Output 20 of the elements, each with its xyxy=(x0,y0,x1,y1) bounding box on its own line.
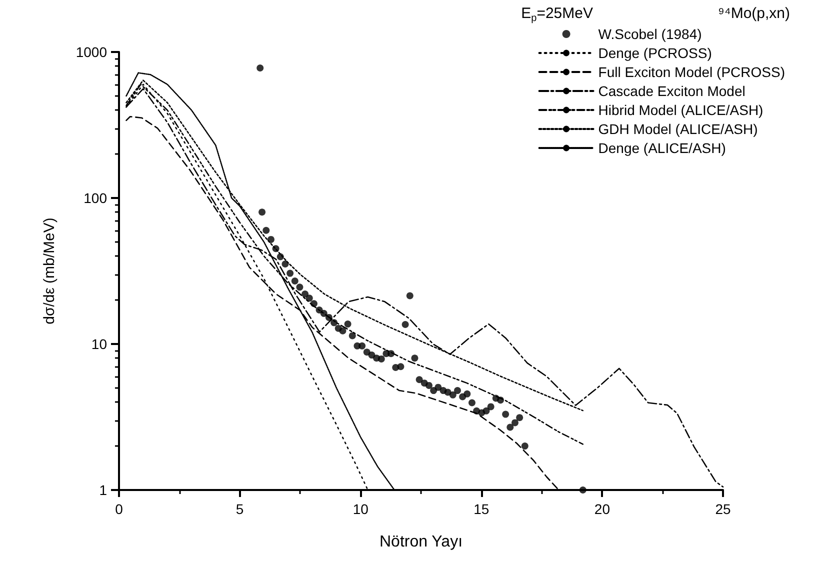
legend-label: Hibrid Model (ALICE/ASH) xyxy=(598,102,764,118)
y-tick-label: 1000 xyxy=(76,44,108,60)
y-tick-label: 10 xyxy=(91,336,108,352)
legend-label: Denge (PCROSS) xyxy=(598,45,712,61)
y-tick-label: 100 xyxy=(84,190,108,206)
x-axis-title: Nötron Yayı xyxy=(379,534,463,550)
y-tick-label: 1 xyxy=(99,482,108,498)
legend-label: GDH Model (ALICE/ASH) xyxy=(598,121,758,137)
legend-label: Cascade Exciton Model xyxy=(598,83,746,99)
legend-label: Full Exciton Model (PCROSS) xyxy=(598,64,785,80)
x-tick-label: 25 xyxy=(715,501,731,517)
x-tick-label: 5 xyxy=(236,501,244,517)
legend-label: W.Scobel (1984) xyxy=(598,26,702,42)
x-tick-label: 15 xyxy=(474,501,490,517)
y-axis-title: dσ/dε (mb/MeV) xyxy=(41,218,58,324)
text: ⁹⁴Mo(p,xn) xyxy=(718,5,790,22)
x-tick-label: 20 xyxy=(594,501,610,517)
x-tick-label: 0 xyxy=(115,501,124,517)
legend-label: Denge (ALICE/ASH) xyxy=(598,140,726,156)
x-tick-label: 10 xyxy=(352,501,369,517)
